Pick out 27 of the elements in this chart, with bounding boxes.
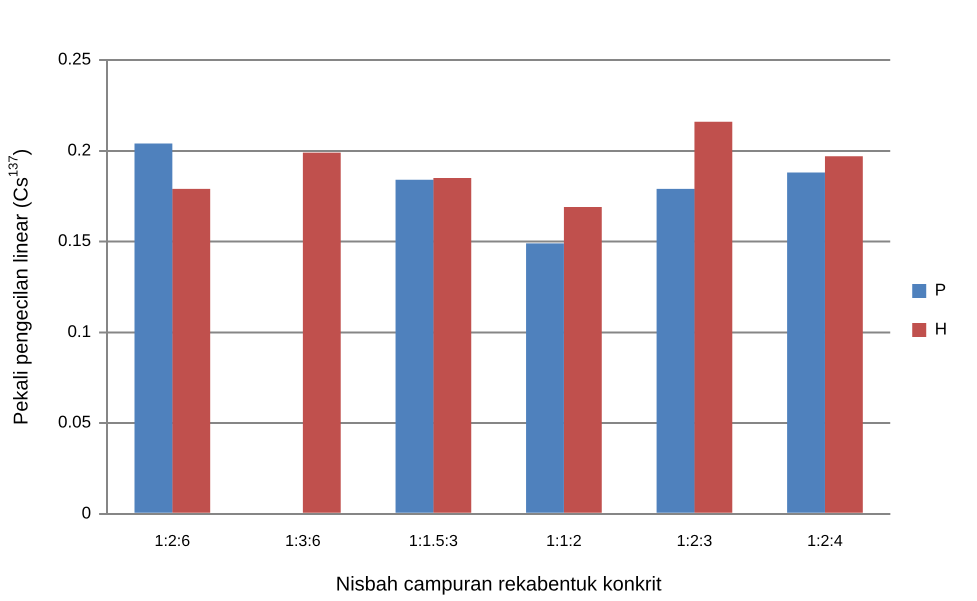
legend-label: H — [934, 320, 948, 339]
bar — [172, 188, 210, 513]
bar — [656, 188, 694, 513]
bar — [302, 152, 341, 513]
bar — [564, 207, 602, 513]
x-tick-label: 1:2:6 — [154, 532, 190, 550]
x-tick-label: 1:2:4 — [807, 532, 843, 550]
y-axis-title: Pekali pengecilan linear (Cs137) — [6, 148, 33, 426]
y-tick-label: 0.05 — [58, 412, 92, 432]
x-tick-label: 1:1:2 — [546, 532, 582, 550]
bar — [134, 144, 172, 513]
x-tick-label: 1:1.5:3 — [408, 532, 458, 550]
bar — [694, 122, 732, 513]
bar — [396, 180, 434, 513]
legend-label: P — [934, 280, 946, 300]
bar — [433, 178, 472, 513]
bar — [787, 172, 825, 513]
x-tick-label: 1:2:3 — [676, 532, 712, 550]
bar — [824, 156, 863, 513]
y-tick-label: 0.1 — [67, 322, 92, 341]
y-tick-label: 0.15 — [58, 231, 92, 250]
y-tick-label: 0.25 — [58, 50, 92, 69]
bar — [526, 243, 564, 513]
y-tick-label: 0 — [82, 503, 92, 522]
y-tick-label: 0.2 — [67, 140, 92, 160]
x-axis-title: Nisbah campuran rekabentuk konkrit — [336, 574, 662, 596]
x-tick-label: 1:3:6 — [285, 532, 321, 550]
